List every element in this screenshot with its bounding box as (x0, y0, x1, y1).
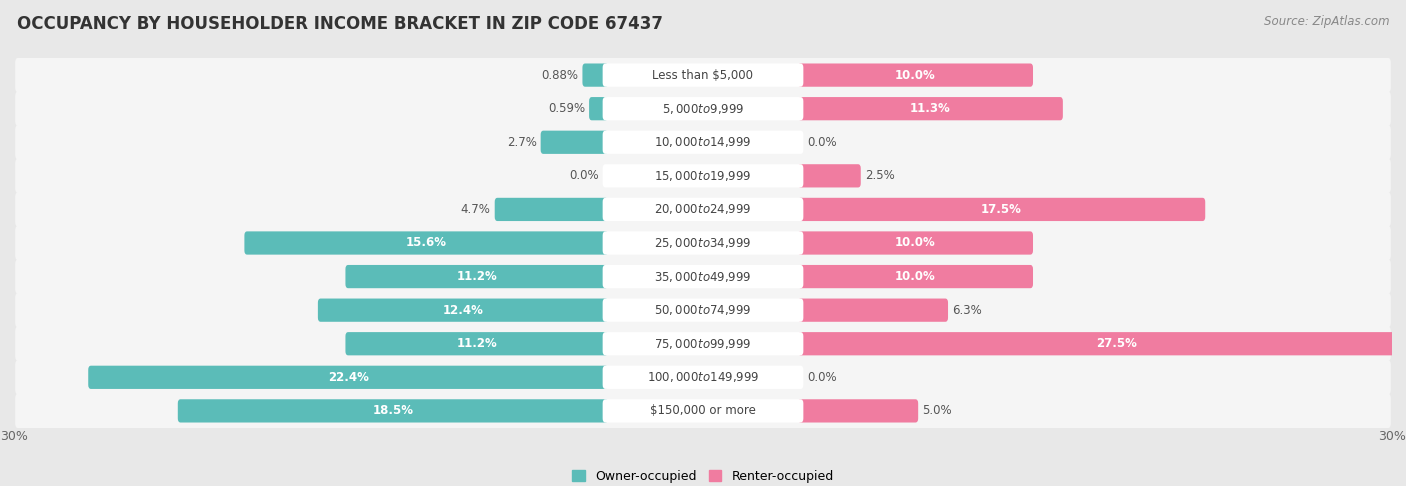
FancyBboxPatch shape (797, 265, 1033, 288)
FancyBboxPatch shape (797, 332, 1406, 355)
Legend: Owner-occupied, Renter-occupied: Owner-occupied, Renter-occupied (568, 465, 838, 486)
Text: $20,000 to $24,999: $20,000 to $24,999 (654, 203, 752, 216)
Text: $50,000 to $74,999: $50,000 to $74,999 (654, 303, 752, 317)
FancyBboxPatch shape (15, 360, 1391, 395)
Text: Source: ZipAtlas.com: Source: ZipAtlas.com (1264, 15, 1389, 28)
Text: 11.2%: 11.2% (457, 337, 498, 350)
FancyBboxPatch shape (346, 332, 609, 355)
Text: 0.0%: 0.0% (807, 371, 837, 384)
FancyBboxPatch shape (15, 125, 1391, 160)
FancyBboxPatch shape (318, 298, 609, 322)
Text: 11.3%: 11.3% (910, 102, 950, 115)
Text: 15.6%: 15.6% (406, 237, 447, 249)
Text: 0.59%: 0.59% (548, 102, 585, 115)
FancyBboxPatch shape (603, 64, 803, 87)
Text: 2.5%: 2.5% (865, 169, 894, 182)
FancyBboxPatch shape (15, 58, 1391, 92)
Text: $75,000 to $99,999: $75,000 to $99,999 (654, 337, 752, 351)
FancyBboxPatch shape (15, 158, 1391, 193)
Text: 27.5%: 27.5% (1095, 337, 1137, 350)
FancyBboxPatch shape (797, 231, 1033, 255)
Text: 10.0%: 10.0% (896, 237, 936, 249)
FancyBboxPatch shape (541, 131, 609, 154)
FancyBboxPatch shape (589, 97, 609, 121)
FancyBboxPatch shape (603, 399, 803, 422)
FancyBboxPatch shape (603, 365, 803, 389)
FancyBboxPatch shape (603, 131, 803, 154)
FancyBboxPatch shape (797, 164, 860, 188)
FancyBboxPatch shape (797, 399, 918, 422)
Text: $15,000 to $19,999: $15,000 to $19,999 (654, 169, 752, 183)
FancyBboxPatch shape (603, 231, 803, 255)
FancyBboxPatch shape (245, 231, 609, 255)
FancyBboxPatch shape (603, 97, 803, 121)
FancyBboxPatch shape (603, 198, 803, 221)
FancyBboxPatch shape (15, 226, 1391, 260)
FancyBboxPatch shape (495, 198, 609, 221)
Text: 22.4%: 22.4% (328, 371, 368, 384)
Text: 5.0%: 5.0% (922, 404, 952, 417)
Text: $150,000 or more: $150,000 or more (650, 404, 756, 417)
Text: 0.0%: 0.0% (807, 136, 837, 149)
Text: 10.0%: 10.0% (896, 69, 936, 82)
Text: 2.7%: 2.7% (506, 136, 537, 149)
FancyBboxPatch shape (603, 298, 803, 322)
Text: $25,000 to $34,999: $25,000 to $34,999 (654, 236, 752, 250)
Text: OCCUPANCY BY HOUSEHOLDER INCOME BRACKET IN ZIP CODE 67437: OCCUPANCY BY HOUSEHOLDER INCOME BRACKET … (17, 15, 662, 33)
FancyBboxPatch shape (582, 64, 609, 87)
FancyBboxPatch shape (346, 265, 609, 288)
Text: 11.2%: 11.2% (457, 270, 498, 283)
FancyBboxPatch shape (603, 332, 803, 355)
Text: Less than $5,000: Less than $5,000 (652, 69, 754, 82)
FancyBboxPatch shape (15, 293, 1391, 328)
FancyBboxPatch shape (797, 64, 1033, 87)
Text: 10.0%: 10.0% (896, 270, 936, 283)
Text: 17.5%: 17.5% (981, 203, 1022, 216)
Text: $5,000 to $9,999: $5,000 to $9,999 (662, 102, 744, 116)
Text: 0.88%: 0.88% (541, 69, 578, 82)
FancyBboxPatch shape (15, 192, 1391, 227)
Text: $35,000 to $49,999: $35,000 to $49,999 (654, 270, 752, 283)
Text: 4.7%: 4.7% (461, 203, 491, 216)
FancyBboxPatch shape (603, 265, 803, 288)
Text: 6.3%: 6.3% (952, 304, 981, 317)
Text: 18.5%: 18.5% (373, 404, 413, 417)
FancyBboxPatch shape (15, 394, 1391, 428)
FancyBboxPatch shape (797, 198, 1205, 221)
Text: $10,000 to $14,999: $10,000 to $14,999 (654, 135, 752, 149)
FancyBboxPatch shape (177, 399, 609, 422)
FancyBboxPatch shape (603, 164, 803, 188)
FancyBboxPatch shape (15, 326, 1391, 361)
FancyBboxPatch shape (15, 91, 1391, 126)
Text: 12.4%: 12.4% (443, 304, 484, 317)
FancyBboxPatch shape (89, 365, 609, 389)
Text: 0.0%: 0.0% (569, 169, 599, 182)
FancyBboxPatch shape (797, 298, 948, 322)
Text: $100,000 to $149,999: $100,000 to $149,999 (647, 370, 759, 384)
FancyBboxPatch shape (797, 97, 1063, 121)
FancyBboxPatch shape (15, 259, 1391, 294)
